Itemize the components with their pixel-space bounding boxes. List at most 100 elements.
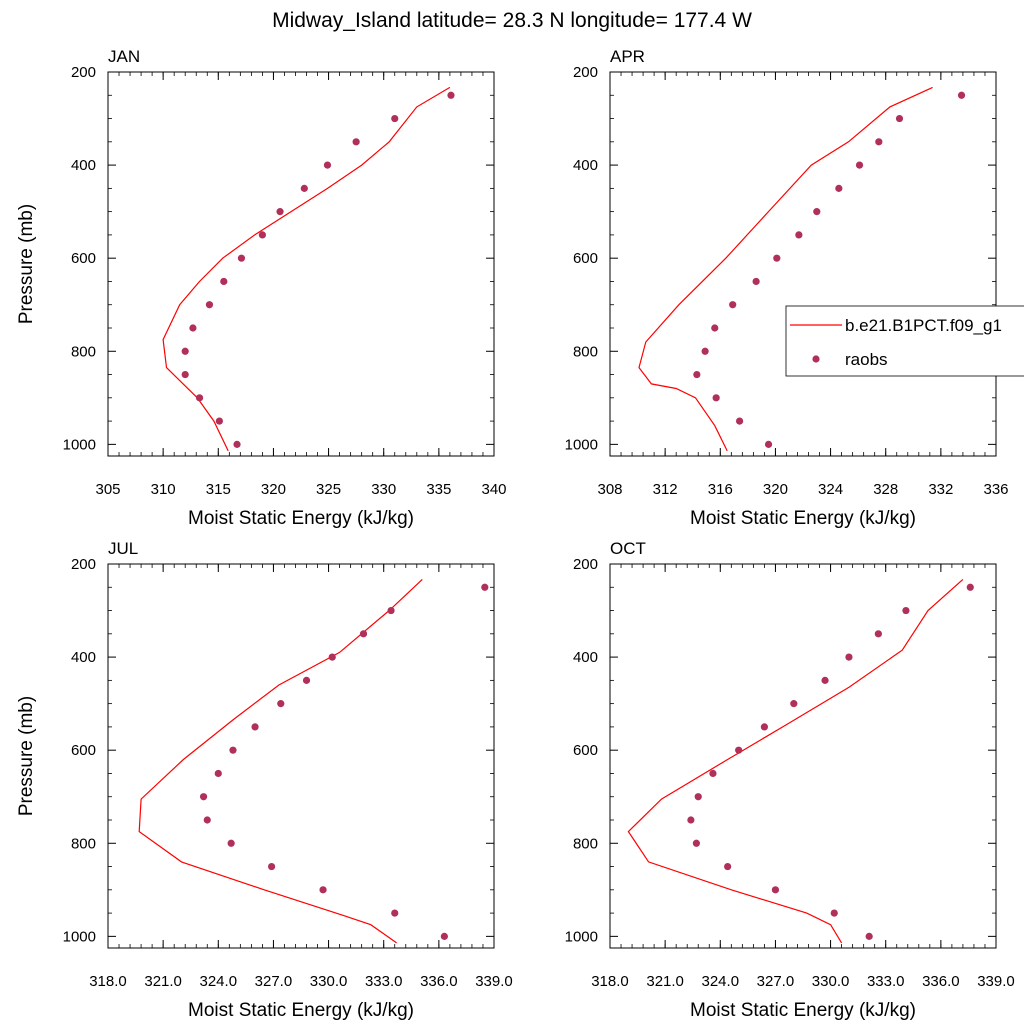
raobs-point [709, 769, 717, 778]
x-tick-label: 327.0 [757, 973, 795, 990]
model-profile-line [638, 86, 933, 452]
raobs-point [724, 862, 732, 871]
model-profile-line [138, 578, 423, 944]
legend-obs-marker [812, 355, 820, 363]
y-tick-label: 1000 [63, 928, 96, 945]
raobs-point [701, 347, 709, 355]
y-tick-label: 200 [573, 64, 598, 81]
plot-frame [609, 71, 997, 457]
raobs-point [237, 254, 246, 262]
raobs-point [729, 301, 737, 309]
raobs-point [694, 793, 702, 801]
x-tick-label: 320 [763, 481, 788, 498]
raobs-point [874, 630, 882, 638]
y-tick-label: 600 [573, 250, 598, 267]
x-tick-label: 321.0 [144, 973, 182, 990]
y-tick-label: 200 [573, 556, 598, 573]
y-axis-label: Pressure (mb) [16, 204, 37, 324]
raobs-point [447, 91, 455, 99]
raobs-point [300, 184, 308, 192]
y-tick-label: 800 [573, 835, 598, 852]
x-tick-label: 308 [597, 481, 622, 498]
raobs-point [323, 161, 332, 169]
x-tick-label: 339.0 [475, 973, 513, 990]
figure-title: Midway_Island latitude= 28.3 N longitude… [272, 9, 752, 32]
y-tick-label: 200 [71, 64, 96, 81]
raobs-point [957, 91, 966, 99]
raobs-point [835, 184, 843, 192]
x-tick-label: 320 [261, 481, 286, 498]
raobs-point [875, 138, 883, 146]
x-axis-label: Moist Static Energy (kJ/kg) [188, 508, 414, 529]
y-tick-label: 400 [71, 649, 96, 666]
raobs-point [277, 700, 285, 708]
raobs-point [795, 231, 803, 239]
x-tick-label: 330 [371, 481, 396, 498]
y-tick-label: 400 [71, 157, 96, 174]
raobs-point [440, 932, 448, 940]
y-tick-label: 600 [71, 742, 96, 759]
y-tick-label: 400 [573, 649, 598, 666]
raobs-point [865, 932, 873, 940]
x-tick-label: 333.0 [365, 973, 403, 990]
raobs-point [205, 301, 214, 309]
raobs-point [481, 583, 489, 591]
x-tick-label: 324.0 [200, 973, 238, 990]
raobs-point [328, 653, 336, 661]
plot-frame [609, 563, 997, 949]
raobs-point [276, 208, 284, 216]
legend-obs-label: raobs [845, 350, 888, 369]
x-tick-label: 318.0 [591, 973, 629, 990]
y-tick-label: 1000 [63, 436, 96, 453]
model-profile-line [627, 578, 964, 944]
raobs-point [821, 676, 829, 684]
y-tick-label: 1000 [565, 436, 598, 453]
x-tick-label: 305 [95, 481, 120, 498]
legend-box [785, 305, 1024, 377]
x-tick-label: 333.0 [867, 973, 905, 990]
x-axis-label: Moist Static Energy (kJ/kg) [690, 508, 916, 529]
raobs-point [902, 606, 910, 615]
raobs-point [790, 700, 798, 708]
x-axis-label: Moist Static Energy (kJ/kg) [188, 1000, 414, 1021]
y-tick-label: 600 [573, 742, 598, 759]
raobs-point [830, 909, 838, 917]
raobs-point [227, 839, 235, 847]
x-tick-label: 312 [653, 481, 678, 498]
x-tick-label: 325 [316, 481, 341, 498]
raobs-point [302, 676, 311, 684]
model-profile-line [162, 86, 451, 452]
raobs-point [693, 370, 701, 379]
y-axis-label: Pressure (mb) [16, 696, 37, 816]
x-tick-label: 336.0 [420, 973, 458, 990]
raobs-point [215, 417, 223, 425]
plot-frame [107, 71, 495, 457]
raobs-point [267, 862, 276, 871]
raobs-point [189, 324, 197, 332]
raobs-point [258, 231, 266, 239]
x-tick-label: 328 [873, 481, 898, 498]
raobs-point [895, 114, 904, 123]
raobs-point [352, 138, 360, 146]
x-axis-label: Moist Static Energy (kJ/kg) [690, 1000, 916, 1021]
panel-title: APR [610, 47, 645, 66]
raobs-point [735, 417, 744, 425]
x-tick-label: 318.0 [89, 973, 127, 990]
raobs-point [966, 583, 974, 591]
raobs-point [391, 909, 399, 917]
panel-title: OCT [610, 539, 646, 558]
x-tick-label: 327.0 [255, 973, 293, 990]
raobs-point [195, 394, 204, 402]
x-tick-label: 336 [983, 481, 1008, 498]
y-tick-label: 800 [71, 835, 96, 852]
raobs-point [203, 816, 211, 824]
raobs-point [391, 114, 399, 123]
raobs-point [771, 886, 780, 894]
y-tick-label: 400 [573, 157, 598, 174]
x-tick-label: 330.0 [310, 973, 348, 990]
raobs-point [181, 370, 189, 379]
x-tick-label: 330.0 [812, 973, 850, 990]
raobs-point [712, 394, 720, 402]
panel-title: JUL [108, 539, 138, 558]
